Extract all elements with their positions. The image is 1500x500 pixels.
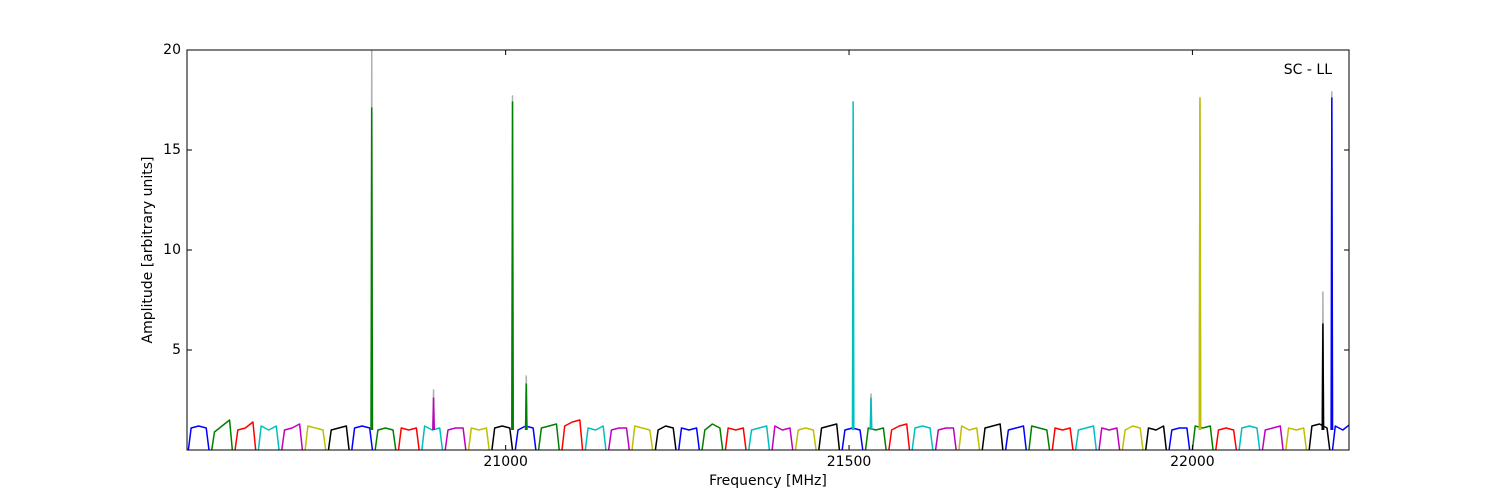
spectrum-line bbox=[1051, 427, 1074, 450]
y-tick-label: 20 bbox=[163, 42, 181, 58]
x-tick-label: 21500 bbox=[827, 454, 872, 470]
spectrum-line bbox=[864, 427, 887, 450]
y-tick-label: 15 bbox=[163, 142, 181, 158]
spectrum-line bbox=[631, 425, 654, 450]
spectrum-line bbox=[561, 419, 584, 450]
spectrum-line bbox=[491, 425, 514, 450]
spectrum-line bbox=[304, 425, 327, 450]
spectrum-line bbox=[1191, 425, 1214, 450]
spectrum-line bbox=[841, 427, 864, 450]
spectrum-line bbox=[210, 419, 234, 450]
spectrum-line bbox=[257, 425, 280, 450]
spectrum-line bbox=[374, 427, 397, 450]
spectrum-line bbox=[1330, 97, 1334, 431]
spectrum-line bbox=[607, 427, 631, 450]
spectrum-line bbox=[537, 423, 560, 450]
spectrum-line bbox=[432, 397, 435, 431]
spectrum-line bbox=[1308, 423, 1331, 450]
spectrum-line bbox=[958, 425, 981, 450]
y-axis-label: Amplitude [arbitrary units] bbox=[140, 157, 156, 344]
spectrum-line bbox=[677, 427, 701, 450]
spectrum-line bbox=[370, 50, 1334, 431]
spectrum-line bbox=[724, 427, 747, 450]
spectrum-line bbox=[444, 427, 467, 450]
spectrum-line bbox=[1238, 425, 1261, 450]
spectrum-line bbox=[467, 427, 490, 450]
spectrum-line bbox=[234, 421, 257, 450]
spectrum-line bbox=[911, 425, 934, 450]
y-tick-label: 10 bbox=[163, 242, 181, 258]
spectrum-line bbox=[654, 425, 677, 450]
spectrum-line bbox=[421, 425, 444, 450]
spectrum-line bbox=[1098, 427, 1121, 450]
spectrum-line bbox=[1121, 425, 1144, 450]
spectrum-line bbox=[1321, 323, 1325, 431]
spectrum-line bbox=[771, 425, 794, 450]
plot-area bbox=[187, 50, 1349, 450]
x-axis-label: Frequency [MHz] bbox=[709, 473, 827, 489]
spectrum-line bbox=[1028, 425, 1051, 450]
spectrum-line bbox=[370, 101, 528, 431]
spectrum-line bbox=[794, 427, 817, 450]
spectrum-line bbox=[1074, 425, 1098, 450]
spectrum-line bbox=[584, 425, 607, 450]
spectrum-line bbox=[327, 425, 350, 450]
x-tick-label: 22000 bbox=[1170, 454, 1215, 470]
spectrum-line bbox=[281, 423, 304, 450]
x-tick-label: 21000 bbox=[483, 454, 528, 470]
spectrum-line bbox=[981, 423, 1004, 450]
spectrum-line bbox=[851, 101, 873, 431]
axes-frame bbox=[186, 49, 1350, 451]
y-tick-label: 5 bbox=[172, 342, 181, 358]
spectrum-line bbox=[187, 425, 210, 450]
spectrum-line bbox=[1261, 425, 1284, 450]
spectrum-line bbox=[1285, 427, 1308, 450]
spectrum-line bbox=[1331, 424, 1349, 450]
spectrum-line bbox=[888, 423, 911, 450]
spectrum-line bbox=[1168, 427, 1191, 450]
spectrum-line bbox=[701, 423, 724, 450]
spectrum-line bbox=[818, 423, 841, 450]
spectrum-line bbox=[351, 425, 374, 450]
spectrum-line bbox=[1004, 425, 1027, 450]
spectrum-line bbox=[1215, 427, 1238, 450]
spectrum-line bbox=[934, 427, 957, 450]
spectrum-line bbox=[397, 427, 420, 450]
spectrum-line bbox=[1144, 425, 1168, 450]
spectrum-line bbox=[748, 425, 771, 450]
spectrum-line bbox=[1198, 97, 1202, 431]
annotation: SC - LL bbox=[1284, 62, 1332, 78]
